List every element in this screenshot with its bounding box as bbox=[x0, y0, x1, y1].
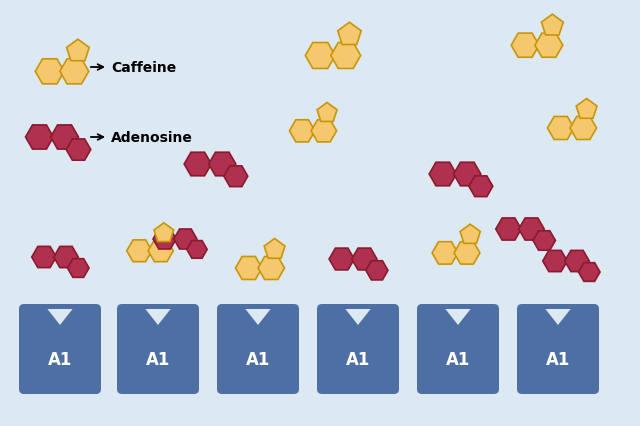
Polygon shape bbox=[346, 309, 371, 325]
Polygon shape bbox=[511, 34, 539, 58]
FancyBboxPatch shape bbox=[217, 304, 299, 394]
Polygon shape bbox=[127, 240, 152, 262]
Polygon shape bbox=[454, 163, 481, 186]
Polygon shape bbox=[535, 34, 563, 58]
Polygon shape bbox=[545, 309, 571, 325]
FancyBboxPatch shape bbox=[19, 304, 101, 394]
Text: A1: A1 bbox=[246, 350, 270, 368]
Text: A1: A1 bbox=[446, 350, 470, 368]
Polygon shape bbox=[543, 251, 567, 272]
Polygon shape bbox=[174, 230, 197, 250]
Polygon shape bbox=[66, 140, 91, 161]
Polygon shape bbox=[148, 240, 173, 262]
Polygon shape bbox=[35, 60, 64, 85]
Polygon shape bbox=[54, 247, 78, 268]
Polygon shape bbox=[289, 121, 315, 143]
Polygon shape bbox=[305, 43, 335, 69]
FancyBboxPatch shape bbox=[117, 304, 199, 394]
Polygon shape bbox=[366, 261, 388, 280]
FancyBboxPatch shape bbox=[417, 304, 499, 394]
Polygon shape bbox=[432, 242, 458, 265]
Polygon shape bbox=[264, 239, 285, 259]
Polygon shape bbox=[60, 60, 89, 85]
FancyBboxPatch shape bbox=[317, 304, 399, 394]
Polygon shape bbox=[67, 259, 89, 278]
Polygon shape bbox=[187, 241, 207, 259]
Polygon shape bbox=[496, 219, 521, 241]
Polygon shape bbox=[352, 248, 377, 270]
Text: Adenosine: Adenosine bbox=[111, 131, 193, 145]
Polygon shape bbox=[258, 257, 285, 280]
Text: Caffeine: Caffeine bbox=[111, 61, 176, 75]
Polygon shape bbox=[460, 225, 481, 244]
Polygon shape bbox=[47, 309, 72, 325]
Polygon shape bbox=[454, 242, 480, 265]
Polygon shape bbox=[26, 126, 53, 150]
Polygon shape bbox=[533, 231, 556, 250]
Polygon shape bbox=[184, 153, 211, 176]
Polygon shape bbox=[67, 40, 89, 62]
Polygon shape bbox=[445, 309, 470, 325]
Polygon shape bbox=[570, 117, 596, 140]
FancyBboxPatch shape bbox=[517, 304, 599, 394]
Polygon shape bbox=[145, 309, 171, 325]
Polygon shape bbox=[51, 126, 79, 150]
Polygon shape bbox=[236, 257, 262, 280]
Polygon shape bbox=[329, 248, 355, 270]
Polygon shape bbox=[469, 176, 493, 197]
Polygon shape bbox=[331, 43, 361, 69]
Polygon shape bbox=[519, 219, 544, 241]
Polygon shape bbox=[338, 23, 361, 46]
Polygon shape bbox=[541, 15, 563, 36]
Text: A1: A1 bbox=[48, 350, 72, 368]
Polygon shape bbox=[311, 121, 337, 143]
Text: A1: A1 bbox=[546, 350, 570, 368]
Polygon shape bbox=[32, 247, 56, 268]
Text: A1: A1 bbox=[346, 350, 370, 368]
Polygon shape bbox=[317, 103, 337, 122]
Polygon shape bbox=[564, 251, 589, 272]
Polygon shape bbox=[429, 163, 456, 186]
Polygon shape bbox=[209, 153, 236, 176]
Polygon shape bbox=[245, 309, 271, 325]
Polygon shape bbox=[547, 117, 574, 140]
Polygon shape bbox=[579, 263, 600, 282]
Polygon shape bbox=[154, 223, 173, 242]
Polygon shape bbox=[576, 99, 597, 119]
Text: A1: A1 bbox=[146, 350, 170, 368]
Polygon shape bbox=[153, 230, 176, 250]
Polygon shape bbox=[224, 167, 248, 187]
